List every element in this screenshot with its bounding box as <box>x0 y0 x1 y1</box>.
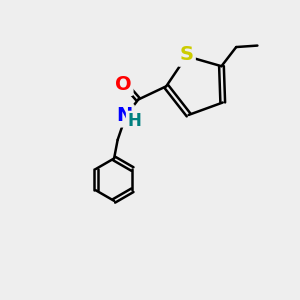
Text: N: N <box>116 106 133 125</box>
Text: S: S <box>179 46 194 64</box>
Text: O: O <box>115 75 131 94</box>
Text: H: H <box>127 112 141 130</box>
